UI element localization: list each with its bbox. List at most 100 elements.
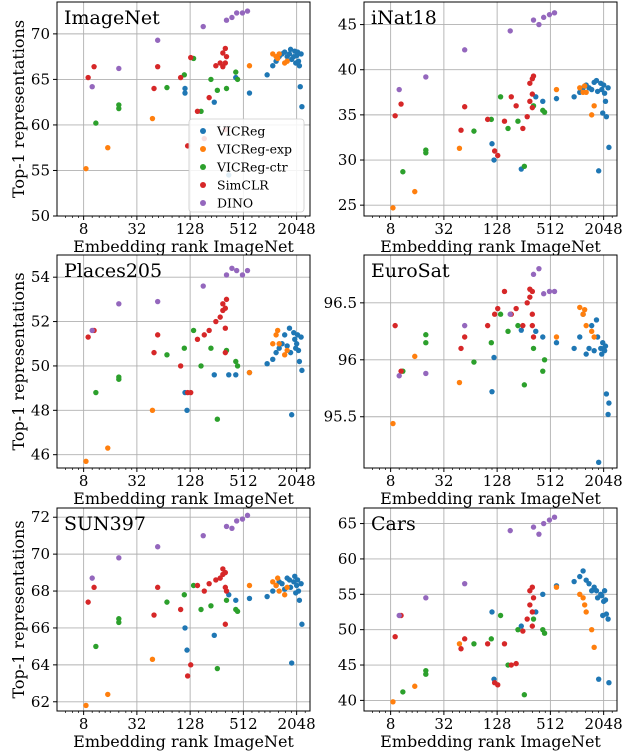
point-simclr: [520, 628, 526, 634]
point-simclr: [222, 569, 229, 576]
point-simclr: [524, 616, 530, 622]
point-vicreg-exp: [281, 592, 288, 598]
point-simclr: [527, 80, 533, 86]
point-simclr: [220, 50, 226, 56]
point-vicreg: [577, 334, 583, 340]
point-vicreg-exp: [591, 644, 597, 651]
panel-sun397: 8 32 128 512 2048 62 64 66 68 70 72 Embedding rank …: [9, 507, 316, 751]
point-dino: [546, 288, 553, 295]
point-simclr: [188, 389, 194, 396]
point-vicreg-ctr: [471, 641, 477, 647]
point-simclr: [154, 63, 161, 70]
point-vicreg-exp: [284, 58, 290, 64]
point-vicreg-exp: [580, 595, 586, 601]
point-dino: [239, 10, 246, 16]
point-dino: [233, 518, 240, 524]
panel-eurosat: 8 32 128 512 2048 95.5 96 96.5 Embedding rank Im…: [324, 254, 623, 508]
point-vicreg-exp: [246, 369, 253, 376]
point-dino: [154, 298, 161, 305]
point-vicreg: [602, 98, 609, 105]
point-vicreg-ctr: [423, 332, 429, 338]
point-vicreg-ctr: [208, 603, 214, 609]
point-vicreg: [264, 361, 270, 367]
y-tick-label: 60: [31, 116, 50, 134]
point-vicreg: [298, 51, 304, 57]
point-vicreg: [287, 46, 294, 53]
panel-title: iNat18: [371, 7, 437, 29]
point-vicreg-ctr: [515, 322, 521, 329]
point-vicreg: [270, 588, 276, 594]
y-tick-label: 30: [338, 151, 357, 169]
point-simclr: [194, 336, 201, 343]
point-vicreg-exp: [580, 311, 586, 317]
point-vicreg-ctr: [198, 363, 204, 369]
point-dino: [396, 86, 402, 93]
point-vicreg: [571, 94, 577, 100]
point-vicreg-ctr: [93, 643, 99, 650]
point-simclr: [501, 288, 508, 295]
point-vicreg: [583, 351, 589, 357]
plot-frame: [363, 1, 618, 217]
plot-frame: [56, 254, 311, 469]
point-dino: [200, 532, 206, 539]
point-vicreg-ctr: [181, 592, 188, 598]
point-vicreg-ctr: [116, 619, 122, 626]
y-tick-label: 70: [31, 25, 50, 43]
point-simclr: [85, 599, 91, 605]
point-vicreg-exp: [273, 582, 279, 589]
point-vicreg-exp: [591, 334, 597, 340]
point-simclr: [151, 612, 157, 618]
point-vicreg: [294, 577, 301, 583]
point-vicreg-exp: [583, 89, 589, 96]
point-dino: [239, 272, 246, 278]
x-tick-label: 32: [434, 220, 453, 238]
point-vicreg: [489, 388, 495, 395]
point-vicreg: [586, 580, 592, 587]
point-vicreg-exp: [149, 407, 156, 414]
point-simclr: [529, 584, 536, 590]
point-simclr: [85, 74, 91, 81]
point-simclr: [529, 91, 536, 97]
point-vicreg: [540, 334, 546, 340]
point-simclr: [529, 623, 536, 629]
panel-places205: 8 32 128 512 2048 46 48 50 52 54 Embedding rank Im…: [9, 254, 316, 508]
point-simclr: [495, 305, 501, 312]
x-axis-label: Embedding rank ImageNet: [73, 732, 294, 751]
point-vicreg-ctr: [116, 374, 122, 380]
point-vicreg: [286, 325, 293, 331]
point-vicreg-exp: [553, 584, 560, 590]
x-tick-label: 512: [229, 220, 258, 238]
point-vicreg-exp: [412, 683, 418, 689]
point-vicreg: [593, 317, 600, 323]
point-simclr: [217, 314, 223, 320]
points: [390, 10, 612, 211]
point-simclr: [223, 588, 230, 594]
points: [83, 265, 305, 465]
point-vicreg: [593, 77, 600, 84]
y-tick-label: 40: [338, 61, 357, 79]
x-tick-label: 8: [79, 715, 89, 733]
point-simclr: [220, 301, 226, 307]
point-vicreg-ctr: [541, 357, 548, 363]
point-vicreg: [293, 341, 300, 347]
point-vicreg: [288, 412, 295, 418]
point-dino: [89, 327, 95, 334]
point-vicreg: [599, 593, 605, 599]
point-dino: [530, 524, 537, 530]
point-vicreg: [540, 591, 546, 597]
point-dino: [423, 74, 429, 80]
point-vicreg: [211, 372, 217, 378]
point-simclr: [213, 577, 219, 583]
points: [83, 512, 305, 709]
point-vicreg-ctr: [223, 85, 230, 92]
point-vicreg: [588, 322, 595, 329]
point-simclr: [392, 634, 398, 640]
point-vicreg: [489, 609, 495, 615]
x-tick-label: 32: [127, 472, 146, 490]
point-vicreg: [276, 345, 282, 351]
point-vicreg-exp: [281, 352, 288, 358]
point-vicreg-ctr: [423, 147, 429, 153]
point-vicreg: [595, 459, 602, 465]
point-vicreg-ctr: [423, 667, 429, 674]
point-vicreg-ctr: [488, 340, 495, 346]
